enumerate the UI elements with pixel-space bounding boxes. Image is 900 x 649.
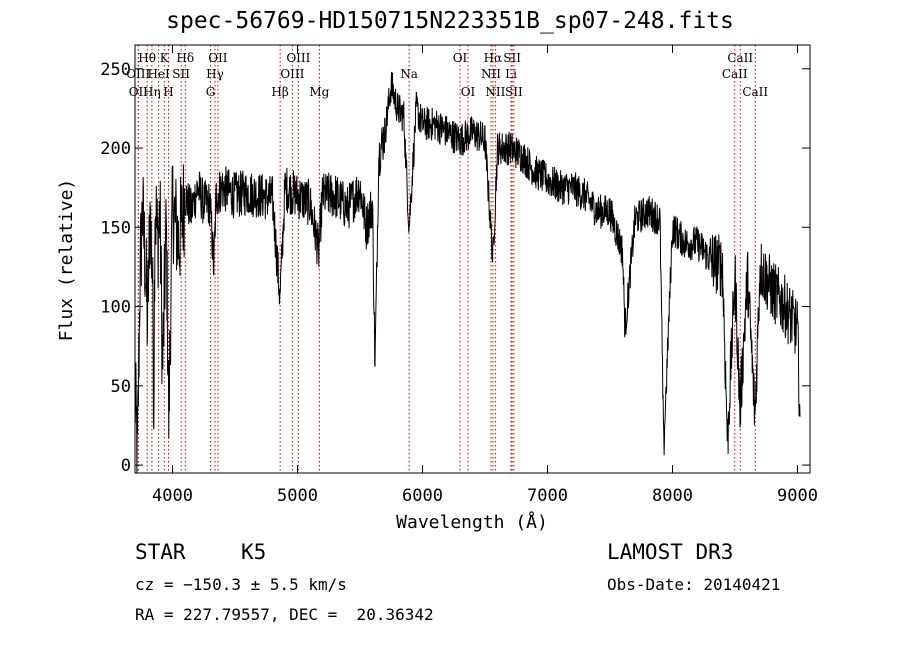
line-label: SII <box>503 51 521 65</box>
x-axis-label: Wavelength (Å) <box>396 511 548 533</box>
line-label: Hη <box>143 85 161 99</box>
line-label: Hδ <box>176 51 194 65</box>
line-label: H <box>163 85 173 99</box>
line-label: OIII <box>126 67 150 81</box>
spectrum-line <box>134 71 801 474</box>
line-label: NII <box>481 67 501 81</box>
y-axis-ticks: 0 50 100 150 200 250 <box>100 60 810 476</box>
x-tick-label: 4000 <box>152 486 193 506</box>
survey-name: LAMOST DR3 <box>607 540 734 564</box>
x-tick-label: 7000 <box>527 486 568 506</box>
line-label: OIII <box>280 67 304 81</box>
obs-date: Obs-Date: 20140421 <box>607 575 781 594</box>
line-label: Hθ <box>138 51 156 65</box>
chart-title: spec-56769-HD150715N223351B_sp07-248.fit… <box>166 8 734 34</box>
line-label: Hα <box>484 51 503 65</box>
line-label: SII <box>505 85 523 99</box>
line-label: G <box>206 85 216 99</box>
object-class: STAR <box>135 540 186 564</box>
line-label: K <box>160 51 170 65</box>
line-label: OII <box>208 51 228 65</box>
ra-dec-coordinates: RA = 227.79557, DEC = 20.36342 <box>135 605 434 624</box>
line-label: OII <box>129 85 149 99</box>
y-tick-label: 250 <box>100 60 131 80</box>
y-tick-label: 100 <box>100 298 131 318</box>
x-axis-ticks: 4000 5000 6000 7000 8000 9000 <box>152 45 818 506</box>
y-tick-label: 200 <box>100 139 131 159</box>
redshift-cz: cz = −150.3 ± 5.5 km/s <box>135 575 347 594</box>
line-label: NII <box>485 85 505 99</box>
line-label: Na <box>400 67 418 81</box>
line-label: CaII <box>722 67 748 81</box>
x-tick-label: 5000 <box>277 486 318 506</box>
line-label: OIII <box>286 51 310 65</box>
line-label: SII <box>172 67 190 81</box>
x-tick-label: 8000 <box>652 486 693 506</box>
line-label: Hβ <box>271 85 288 99</box>
y-tick-label: 150 <box>100 218 131 238</box>
line-label: OI <box>453 51 468 65</box>
y-axis-label: Flux (relative) <box>56 179 77 342</box>
line-label: OI <box>461 85 476 99</box>
x-tick-label: 6000 <box>402 486 443 506</box>
line-label: HeI <box>147 67 170 81</box>
y-tick-label: 50 <box>111 377 131 397</box>
y-tick-label: 0 <box>121 456 131 476</box>
line-label: Hγ <box>206 67 224 81</box>
line-label: Mg <box>309 85 329 99</box>
line-label: CaII <box>727 51 753 65</box>
line-label: Li <box>505 67 517 81</box>
x-tick-label: 9000 <box>777 486 818 506</box>
emission-line-markers <box>137 45 756 473</box>
object-subclass: K5 <box>241 540 267 564</box>
line-label: CaII <box>742 85 768 99</box>
plot-frame <box>134 44 811 474</box>
